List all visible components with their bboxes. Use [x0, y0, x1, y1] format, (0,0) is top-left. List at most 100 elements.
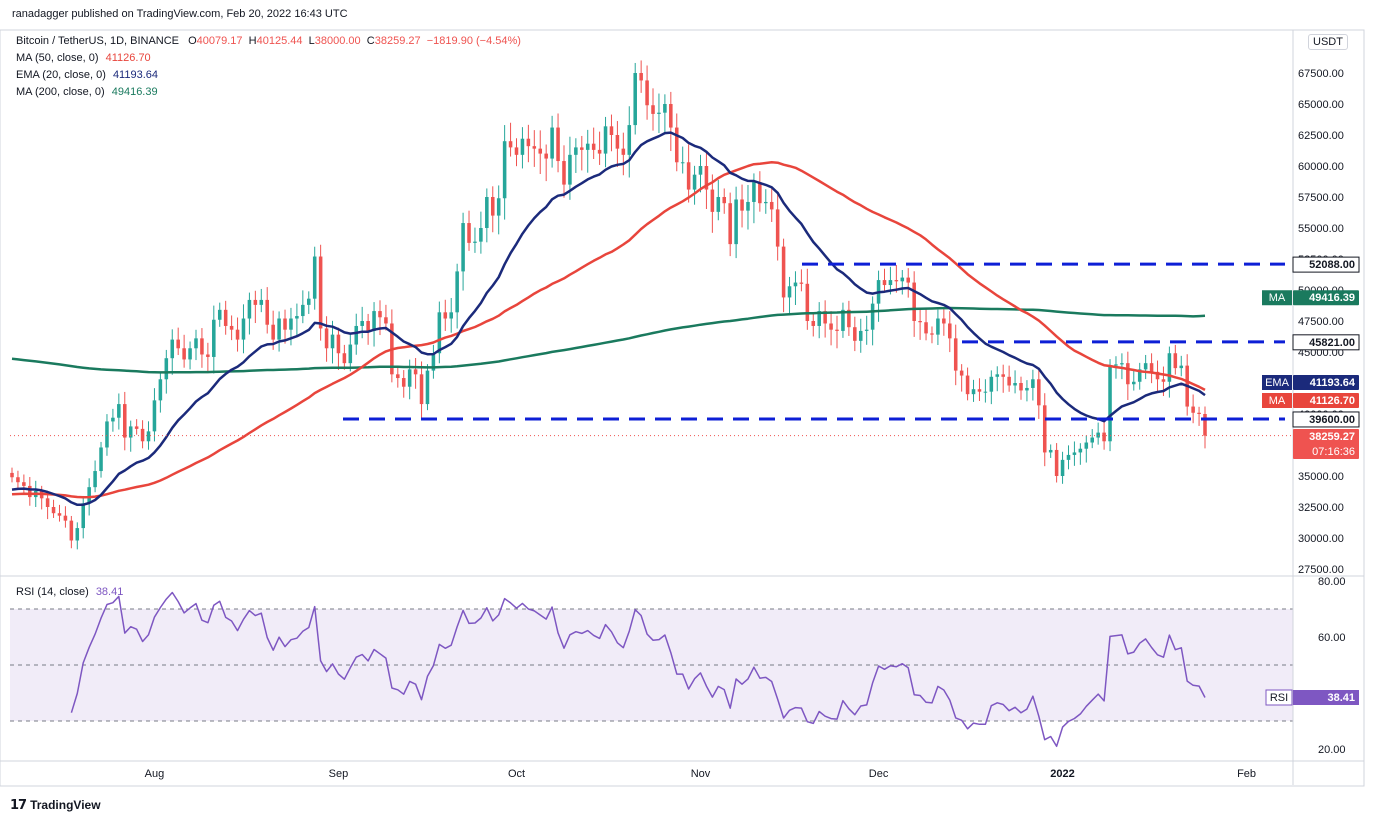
candle[interactable] [526, 138, 531, 147]
candle[interactable] [764, 201, 768, 204]
candle[interactable] [710, 189, 715, 212]
candle[interactable] [597, 149, 602, 154]
candle[interactable] [1042, 405, 1047, 453]
candle[interactable] [342, 353, 347, 364]
candle[interactable] [330, 334, 335, 349]
candle[interactable] [787, 286, 792, 298]
candle[interactable] [591, 143, 596, 150]
candle[interactable] [1137, 369, 1142, 382]
rsi-legend[interactable]: RSI (14, close) 38.41 [16, 586, 123, 599]
candle[interactable] [176, 339, 180, 349]
candle[interactable] [983, 391, 988, 393]
candle[interactable] [645, 80, 649, 106]
candle[interactable] [152, 400, 157, 432]
candle[interactable] [496, 198, 501, 216]
candle[interactable] [502, 141, 507, 199]
candle[interactable] [556, 127, 560, 162]
candle[interactable] [514, 147, 519, 155]
candle[interactable] [746, 201, 750, 211]
candle[interactable] [918, 321, 922, 323]
candle[interactable] [1001, 374, 1005, 377]
candle[interactable] [1161, 379, 1166, 382]
candle[interactable] [396, 374, 400, 379]
candle[interactable] [45, 498, 50, 507]
candle[interactable] [449, 312, 453, 319]
candle[interactable] [312, 256, 317, 299]
candle[interactable] [1102, 432, 1106, 442]
candle[interactable] [1197, 412, 1201, 414]
candle[interactable] [1013, 383, 1017, 386]
candle[interactable] [10, 472, 14, 478]
candle[interactable] [295, 316, 299, 319]
candle[interactable] [562, 161, 566, 185]
candle[interactable] [977, 389, 982, 392]
candle[interactable] [1090, 437, 1095, 443]
candle[interactable] [1108, 365, 1112, 442]
candle[interactable] [360, 321, 364, 326]
candle[interactable] [740, 199, 744, 211]
candle[interactable] [479, 228, 483, 242]
rsi-pane[interactable] [10, 591, 1293, 748]
candle[interactable] [674, 127, 679, 163]
candle[interactable] [111, 417, 115, 422]
candle[interactable] [722, 197, 727, 204]
candle[interactable] [853, 327, 857, 341]
candle[interactable] [1114, 364, 1118, 366]
candle[interactable] [324, 328, 329, 349]
candle[interactable] [942, 318, 946, 324]
candle[interactable] [799, 282, 804, 284]
candle[interactable] [1167, 353, 1172, 382]
candle[interactable] [781, 246, 786, 298]
candle[interactable] [520, 138, 525, 155]
candle[interactable] [413, 369, 418, 375]
candle[interactable] [105, 421, 109, 448]
candle[interactable] [1054, 449, 1059, 476]
candle[interactable] [81, 503, 85, 529]
candle[interactable] [461, 223, 465, 272]
candle[interactable] [912, 282, 916, 321]
candle[interactable] [57, 513, 62, 516]
ema20-line[interactable] [11, 131, 1206, 507]
candle[interactable] [1096, 432, 1100, 438]
candle[interactable] [407, 369, 412, 387]
candle[interactable] [995, 374, 1000, 377]
candle[interactable] [93, 471, 97, 488]
candle[interactable] [936, 318, 940, 335]
candle[interactable] [1191, 406, 1195, 413]
candle[interactable] [1078, 448, 1083, 453]
candle[interactable] [989, 376, 994, 392]
candle[interactable] [223, 309, 228, 326]
candle[interactable] [425, 370, 430, 405]
candle[interactable] [1007, 376, 1011, 386]
candle[interactable] [959, 370, 964, 376]
candle[interactable] [615, 135, 620, 149]
candle[interactable] [1048, 449, 1053, 453]
candle[interactable] [229, 325, 234, 330]
candle[interactable] [134, 426, 139, 429]
candle[interactable] [247, 299, 252, 319]
candle[interactable] [384, 317, 388, 324]
rsi-line[interactable] [70, 591, 1206, 748]
candle[interactable] [200, 338, 204, 355]
candle[interactable] [669, 104, 673, 128]
candle[interactable] [657, 112, 661, 114]
candle[interactable] [437, 312, 442, 354]
candle[interactable] [1025, 387, 1029, 391]
candle[interactable] [758, 182, 762, 204]
candle[interactable] [217, 309, 222, 320]
candle[interactable] [793, 282, 798, 287]
candle[interactable] [1060, 459, 1065, 476]
legend-ma200[interactable]: MA (200, close, 0) 49416.39 [16, 86, 158, 99]
candle[interactable] [870, 303, 875, 330]
candle[interactable] [686, 162, 691, 190]
candle[interactable] [318, 256, 323, 329]
candle[interactable] [212, 319, 216, 357]
candle[interactable] [1149, 363, 1154, 372]
candle[interactable] [51, 507, 56, 514]
candle[interactable] [574, 147, 578, 155]
candle[interactable] [259, 299, 264, 305]
candle[interactable] [882, 280, 887, 286]
candle[interactable] [692, 174, 697, 190]
candle[interactable] [277, 318, 281, 340]
